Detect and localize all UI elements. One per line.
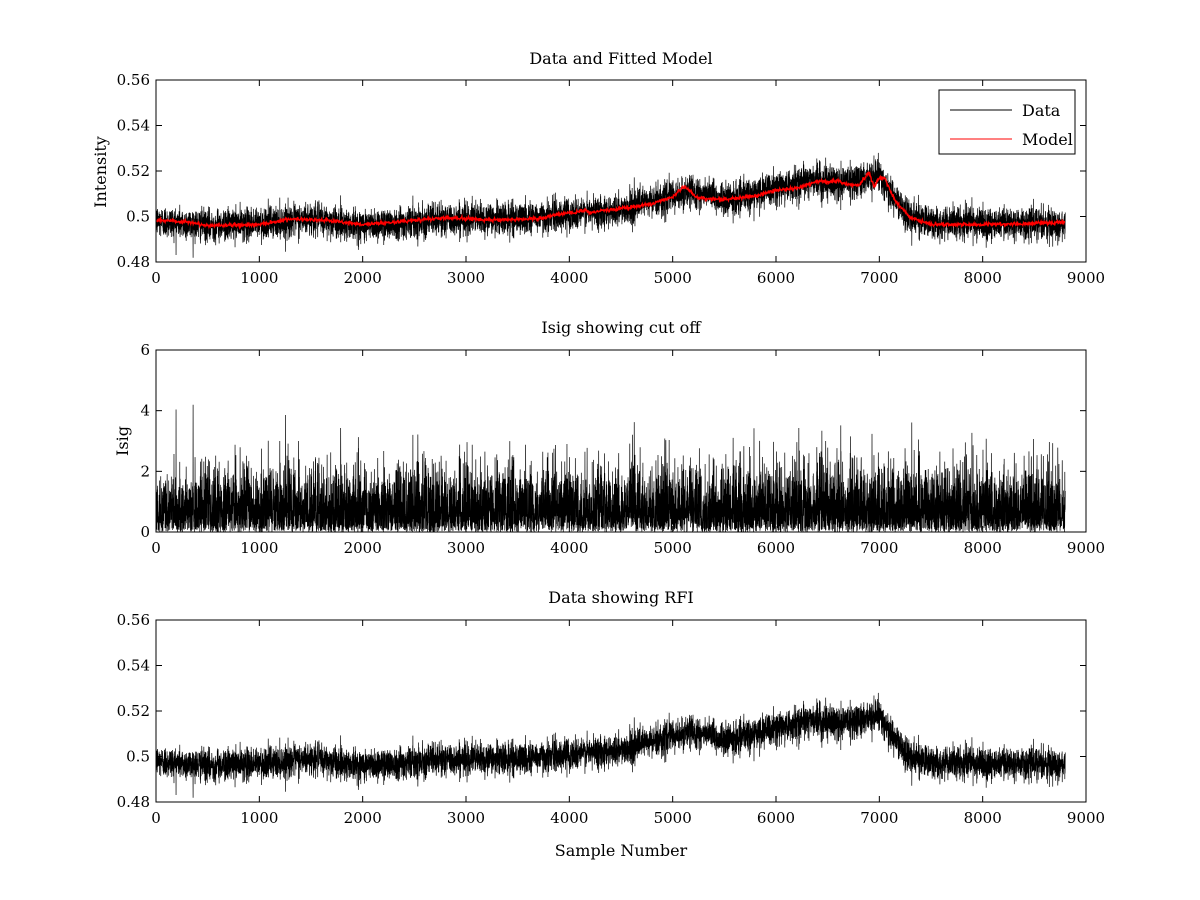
x-tick-label: 1000 bbox=[240, 809, 278, 827]
y-tick-label: 0.5 bbox=[126, 748, 150, 766]
x-tick-label: 0 bbox=[151, 809, 161, 827]
tick-labels: 0 1000 2000 3000 4000 5000 6000 7000 8000 9000 0.4… bbox=[117, 71, 1106, 287]
tick-labels: 0 1000 2000 3000 4000 5000 6000 7000 8000 9000 0.4… bbox=[117, 611, 1106, 827]
x-tick-label: 0 bbox=[151, 269, 161, 287]
y-tick-label: 0.54 bbox=[117, 117, 150, 135]
x-tick-label: 4000 bbox=[550, 539, 588, 557]
legend-label-model: Model bbox=[1022, 130, 1073, 149]
y-tick-label: 0.52 bbox=[117, 702, 150, 720]
x-tick-label: 6000 bbox=[757, 269, 795, 287]
plot-area bbox=[155, 79, 1087, 263]
x-tick-label: 9000 bbox=[1067, 269, 1105, 287]
x-tick-label: 9000 bbox=[1067, 539, 1105, 557]
x-tick-label: 2000 bbox=[344, 539, 382, 557]
x-tick-label: 7000 bbox=[860, 809, 898, 827]
legend-box bbox=[938, 89, 1076, 155]
x-tick-label: 4000 bbox=[550, 809, 588, 827]
subplot-title: Data showing RFI bbox=[548, 588, 693, 607]
x-tick-label: 6000 bbox=[757, 539, 795, 557]
subplot-data-showing-rfi: Data showing RFI Sample Number 0 1000 2000… bbox=[117, 588, 1106, 860]
x-tick-label: 0 bbox=[151, 539, 161, 557]
x-tick-label: 5000 bbox=[654, 539, 692, 557]
axes-frame bbox=[155, 619, 1087, 803]
x-tick-label: 2000 bbox=[344, 269, 382, 287]
y-tick-label: 6 bbox=[140, 341, 150, 359]
x-tick-label: 5000 bbox=[654, 809, 692, 827]
y-tick-label: 0.52 bbox=[117, 162, 150, 180]
x-tick-label: 3000 bbox=[447, 269, 485, 287]
x-tick-label: 8000 bbox=[964, 269, 1002, 287]
x-tick-label: 7000 bbox=[860, 269, 898, 287]
y-tick-label: 0.48 bbox=[117, 793, 150, 811]
x-tick-label: 3000 bbox=[447, 809, 485, 827]
y-tick-label: 0.56 bbox=[117, 71, 150, 89]
y-tick-label: 2 bbox=[140, 462, 150, 480]
subplot-data-and-fitted-model: Data and Fitted Model Intensity 0 1000 200… bbox=[91, 49, 1105, 287]
series-line-data bbox=[155, 152, 1066, 258]
legend: Data Model bbox=[938, 89, 1076, 155]
axes-frame bbox=[155, 349, 1087, 533]
x-tick-label: 3000 bbox=[447, 539, 485, 557]
series-line-isig bbox=[155, 404, 1066, 533]
x-tick-label: 6000 bbox=[757, 809, 795, 827]
axes-frame bbox=[155, 79, 1087, 263]
series-line-model bbox=[155, 171, 1066, 231]
subplot-title: Data and Fitted Model bbox=[529, 49, 712, 68]
x-tick-label: 2000 bbox=[344, 809, 382, 827]
y-tick-label: 0 bbox=[140, 523, 150, 541]
y-tick-label: 0.48 bbox=[117, 253, 150, 271]
x-tick-label: 5000 bbox=[654, 269, 692, 287]
x-tick-label: 7000 bbox=[860, 539, 898, 557]
x-tick-label: 9000 bbox=[1067, 809, 1105, 827]
subplot-title: Isig showing cut off bbox=[541, 318, 702, 337]
x-axis-label: Sample Number bbox=[555, 841, 688, 860]
plot-area bbox=[155, 349, 1087, 533]
plot-area bbox=[155, 619, 1087, 803]
y-tick-label: 4 bbox=[140, 402, 150, 420]
y-tick-label: 0.5 bbox=[126, 208, 150, 226]
legend-label-data: Data bbox=[1022, 101, 1061, 120]
y-axis-label: Isig bbox=[113, 426, 132, 456]
y-tick-label: 0.54 bbox=[117, 657, 150, 675]
series-line-data bbox=[155, 692, 1066, 798]
x-tick-label: 4000 bbox=[550, 269, 588, 287]
x-tick-label: 8000 bbox=[964, 809, 1002, 827]
y-axis-label: Intensity bbox=[91, 136, 110, 208]
x-tick-label: 1000 bbox=[240, 539, 278, 557]
tick-labels: 0 1000 2000 3000 4000 5000 6000 7000 8000 9000 0 2 4… bbox=[140, 341, 1105, 557]
x-tick-label: 8000 bbox=[964, 539, 1002, 557]
y-tick-label: 0.56 bbox=[117, 611, 150, 629]
x-tick-label: 1000 bbox=[240, 269, 278, 287]
subplot-isig: Isig showing cut off Isig 0 1000 2000 3000 4… bbox=[113, 318, 1105, 557]
